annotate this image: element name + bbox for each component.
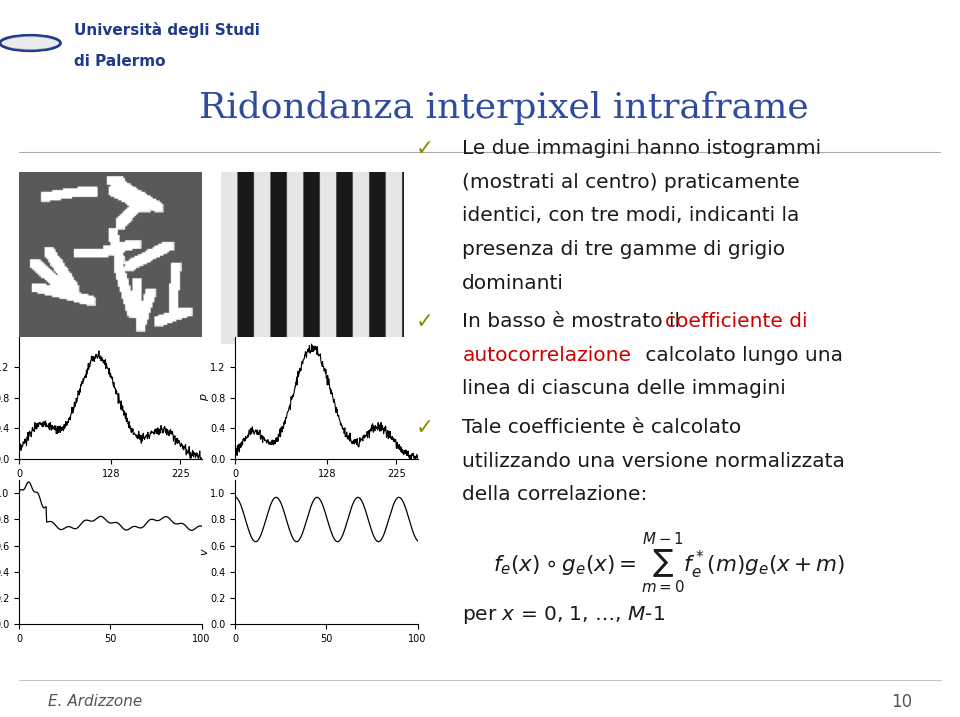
Text: utilizzando una versione normalizzata: utilizzando una versione normalizzata (463, 452, 845, 470)
Text: dominanti: dominanti (463, 274, 564, 293)
Text: Università degli Studi: Università degli Studi (74, 22, 260, 38)
Text: Tale coefficiente è calcolato: Tale coefficiente è calcolato (463, 418, 741, 437)
Y-axis label: p: p (199, 394, 208, 402)
Circle shape (5, 37, 56, 49)
Text: della correlazione:: della correlazione: (463, 485, 648, 504)
Text: ✓: ✓ (416, 418, 434, 438)
Text: Ridondanza interpixel intraframe: Ridondanza interpixel intraframe (199, 90, 809, 125)
Text: (mostrati al centro) praticamente: (mostrati al centro) praticamente (463, 173, 800, 192)
Text: coefficiente di: coefficiente di (664, 313, 807, 331)
Text: per $x$ = 0, 1, …, $M$-1: per $x$ = 0, 1, …, $M$-1 (463, 604, 665, 626)
Text: $f_e(x) \circ g_e(x) = \sum_{m=0}^{M-1} f_e^*(m)g_e(x+m)$: $f_e(x) \circ g_e(x) = \sum_{m=0}^{M-1} … (493, 532, 846, 596)
Text: calcolato lungo una: calcolato lungo una (638, 346, 843, 365)
Text: identici, con tre modi, indicanti la: identici, con tre modi, indicanti la (463, 206, 800, 225)
Text: presenza di tre gamme di grigio: presenza di tre gamme di grigio (463, 240, 785, 259)
Text: Le due immagini hanno istogrammi: Le due immagini hanno istogrammi (463, 139, 822, 158)
Text: linea di ciascuna delle immagini: linea di ciascuna delle immagini (463, 379, 786, 399)
Y-axis label: v: v (199, 549, 208, 556)
Text: autocorrelazione: autocorrelazione (463, 346, 632, 365)
Text: di Palermo: di Palermo (74, 54, 165, 70)
Text: 10: 10 (891, 693, 912, 711)
Text: In basso è mostrato il: In basso è mostrato il (463, 313, 686, 331)
Text: ✓: ✓ (416, 139, 434, 159)
Text: E. Ardizzone: E. Ardizzone (48, 695, 142, 709)
Text: ✓: ✓ (416, 313, 434, 332)
